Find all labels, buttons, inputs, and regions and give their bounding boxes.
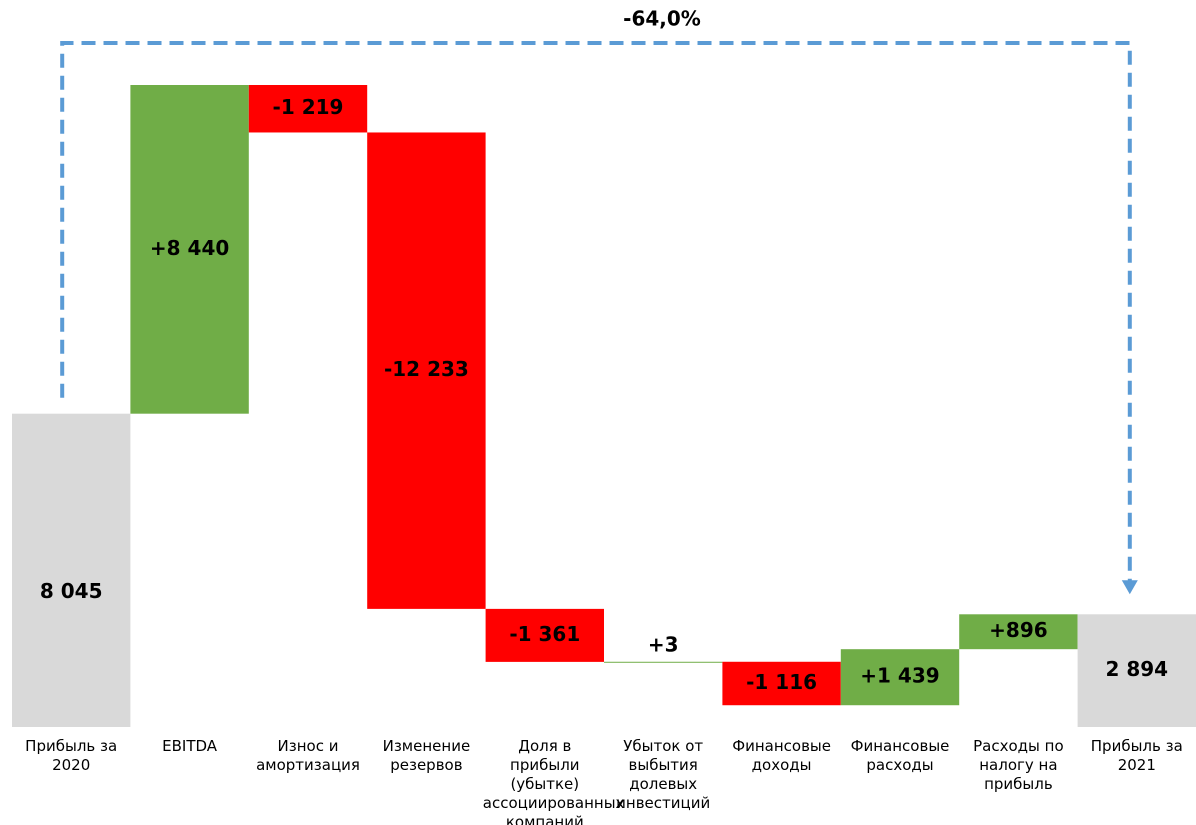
value-label: +896	[989, 618, 1048, 642]
category-label: Изменение резервов	[382, 737, 471, 774]
bar	[130, 85, 249, 414]
bar	[367, 132, 486, 609]
category-label: Финансовые доходы	[732, 737, 831, 774]
value-label: +1 439	[860, 664, 939, 688]
category-label: Расходы по налогу на прибыль	[973, 737, 1064, 793]
annotation: -64,0%	[623, 7, 701, 31]
value-label: +3	[648, 632, 679, 656]
bar	[840, 649, 960, 706]
value-label: -12 233	[384, 357, 469, 381]
value-label: 8 045	[40, 579, 103, 603]
category-label: Доля в прибыли (убытке) ассоциированных …	[482, 737, 625, 825]
value-label: +8 440	[150, 236, 229, 260]
arrow-head	[1121, 580, 1138, 595]
bar	[485, 608, 604, 662]
category-label: Финансовые расходы	[850, 737, 950, 774]
category-label: Прибыль за 2020	[25, 737, 118, 774]
bar	[722, 661, 841, 706]
category-label: EBITDA	[162, 737, 218, 755]
bar	[12, 413, 131, 727]
value-label: -1 361	[509, 622, 580, 646]
bar	[248, 85, 368, 133]
bar	[604, 661, 723, 663]
change-arrow	[60, 41, 1132, 583]
value-label: 2 894	[1105, 657, 1168, 681]
value-label: -1 219	[273, 95, 344, 119]
bar	[959, 614, 1078, 650]
category-label: Прибыль за 2021	[1090, 737, 1183, 774]
category-label: Убыток от выбытия долевых инвестиций	[616, 737, 711, 812]
category-label: Износ и амортизация	[256, 737, 360, 774]
bar	[1077, 614, 1196, 727]
value-label: -1 116	[746, 670, 817, 694]
